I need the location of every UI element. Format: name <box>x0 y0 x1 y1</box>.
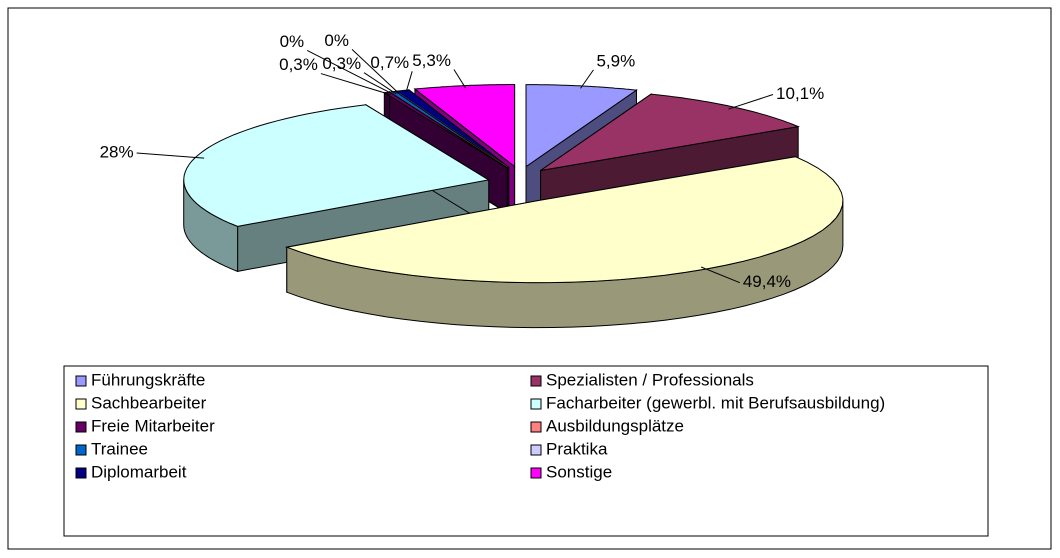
legend-label: Freie Mitarbeiter <box>91 416 215 435</box>
data-label: 0% <box>324 31 349 50</box>
legend-swatch <box>530 375 542 387</box>
leader-line <box>306 49 394 95</box>
data-label: 5,9% <box>596 51 635 70</box>
legend-label: Ausbildungsplätze <box>546 416 684 435</box>
legend-label: Trainee <box>91 439 148 458</box>
leader-line <box>580 69 594 89</box>
legend-label: Sonstige <box>546 462 612 481</box>
legend-label: Führungskräfte <box>91 370 205 389</box>
leader-line <box>728 94 774 110</box>
legend-swatch <box>75 467 87 479</box>
legend-label: Facharbeiter (gewerbl. mit Berufsausbild… <box>546 393 885 412</box>
data-label: 5,3% <box>412 51 451 70</box>
slice-group <box>284 156 844 329</box>
leader-line <box>136 152 205 159</box>
legend-label: Diplomarbeit <box>91 462 187 481</box>
leader-line <box>453 69 467 89</box>
legend-swatch <box>530 444 542 456</box>
leader-line <box>363 72 397 95</box>
legend-swatch <box>75 375 87 387</box>
data-label: 0% <box>280 32 305 51</box>
data-label: 28% <box>100 143 134 162</box>
legend-label: Spezialisten / Professionals <box>546 370 754 389</box>
data-label: 0,3% <box>279 55 318 74</box>
legend-swatch <box>530 398 542 410</box>
legend-label: Praktika <box>546 439 608 458</box>
slice-group <box>183 103 491 273</box>
data-label: 0,7% <box>370 53 409 72</box>
data-label: 49,4% <box>743 272 791 291</box>
leader-line <box>405 71 413 93</box>
legend-swatch <box>75 444 87 456</box>
legend-label: Sachbearbeiter <box>91 393 207 412</box>
leader-line <box>320 73 391 96</box>
legend-swatch <box>530 421 542 433</box>
legend-box <box>63 365 989 537</box>
legend-swatch <box>75 421 87 433</box>
legend-swatch <box>75 398 87 410</box>
data-label: 10,1% <box>776 84 824 103</box>
leader-line <box>351 49 400 94</box>
data-label: 0,3% <box>322 54 361 73</box>
legend-swatch <box>530 467 542 479</box>
leader-line <box>700 266 741 284</box>
